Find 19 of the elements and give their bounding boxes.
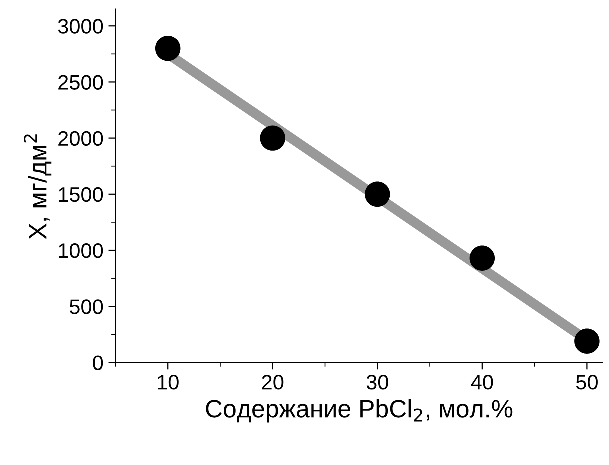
y-tick-label: 2000 (58, 131, 104, 146)
point (155, 36, 181, 62)
x-tick-label: 30 (366, 375, 388, 390)
point (260, 126, 286, 151)
x-tick-label: 50 (576, 375, 598, 390)
y-tick-label: 0 (93, 356, 104, 370)
point (574, 328, 600, 354)
y-tick-label: 500 (70, 300, 104, 314)
y-axis-title: X, мг/дм$^{2}$ (24, 134, 52, 240)
x-tick-label: 40 (471, 375, 494, 390)
x-tick-label: 20 (262, 375, 284, 390)
y-tick-label: 3000 (58, 19, 104, 34)
point (365, 182, 390, 208)
y-tick-label: 1500 (59, 187, 104, 202)
y-tick-label: 1000 (59, 244, 104, 258)
x-axis-title: Содержание PbCl$_{2}$, мол.% (206, 399, 513, 423)
x-tick-label: 10 (158, 375, 179, 390)
y-tick-label: 2500 (58, 75, 104, 90)
point (470, 246, 496, 271)
